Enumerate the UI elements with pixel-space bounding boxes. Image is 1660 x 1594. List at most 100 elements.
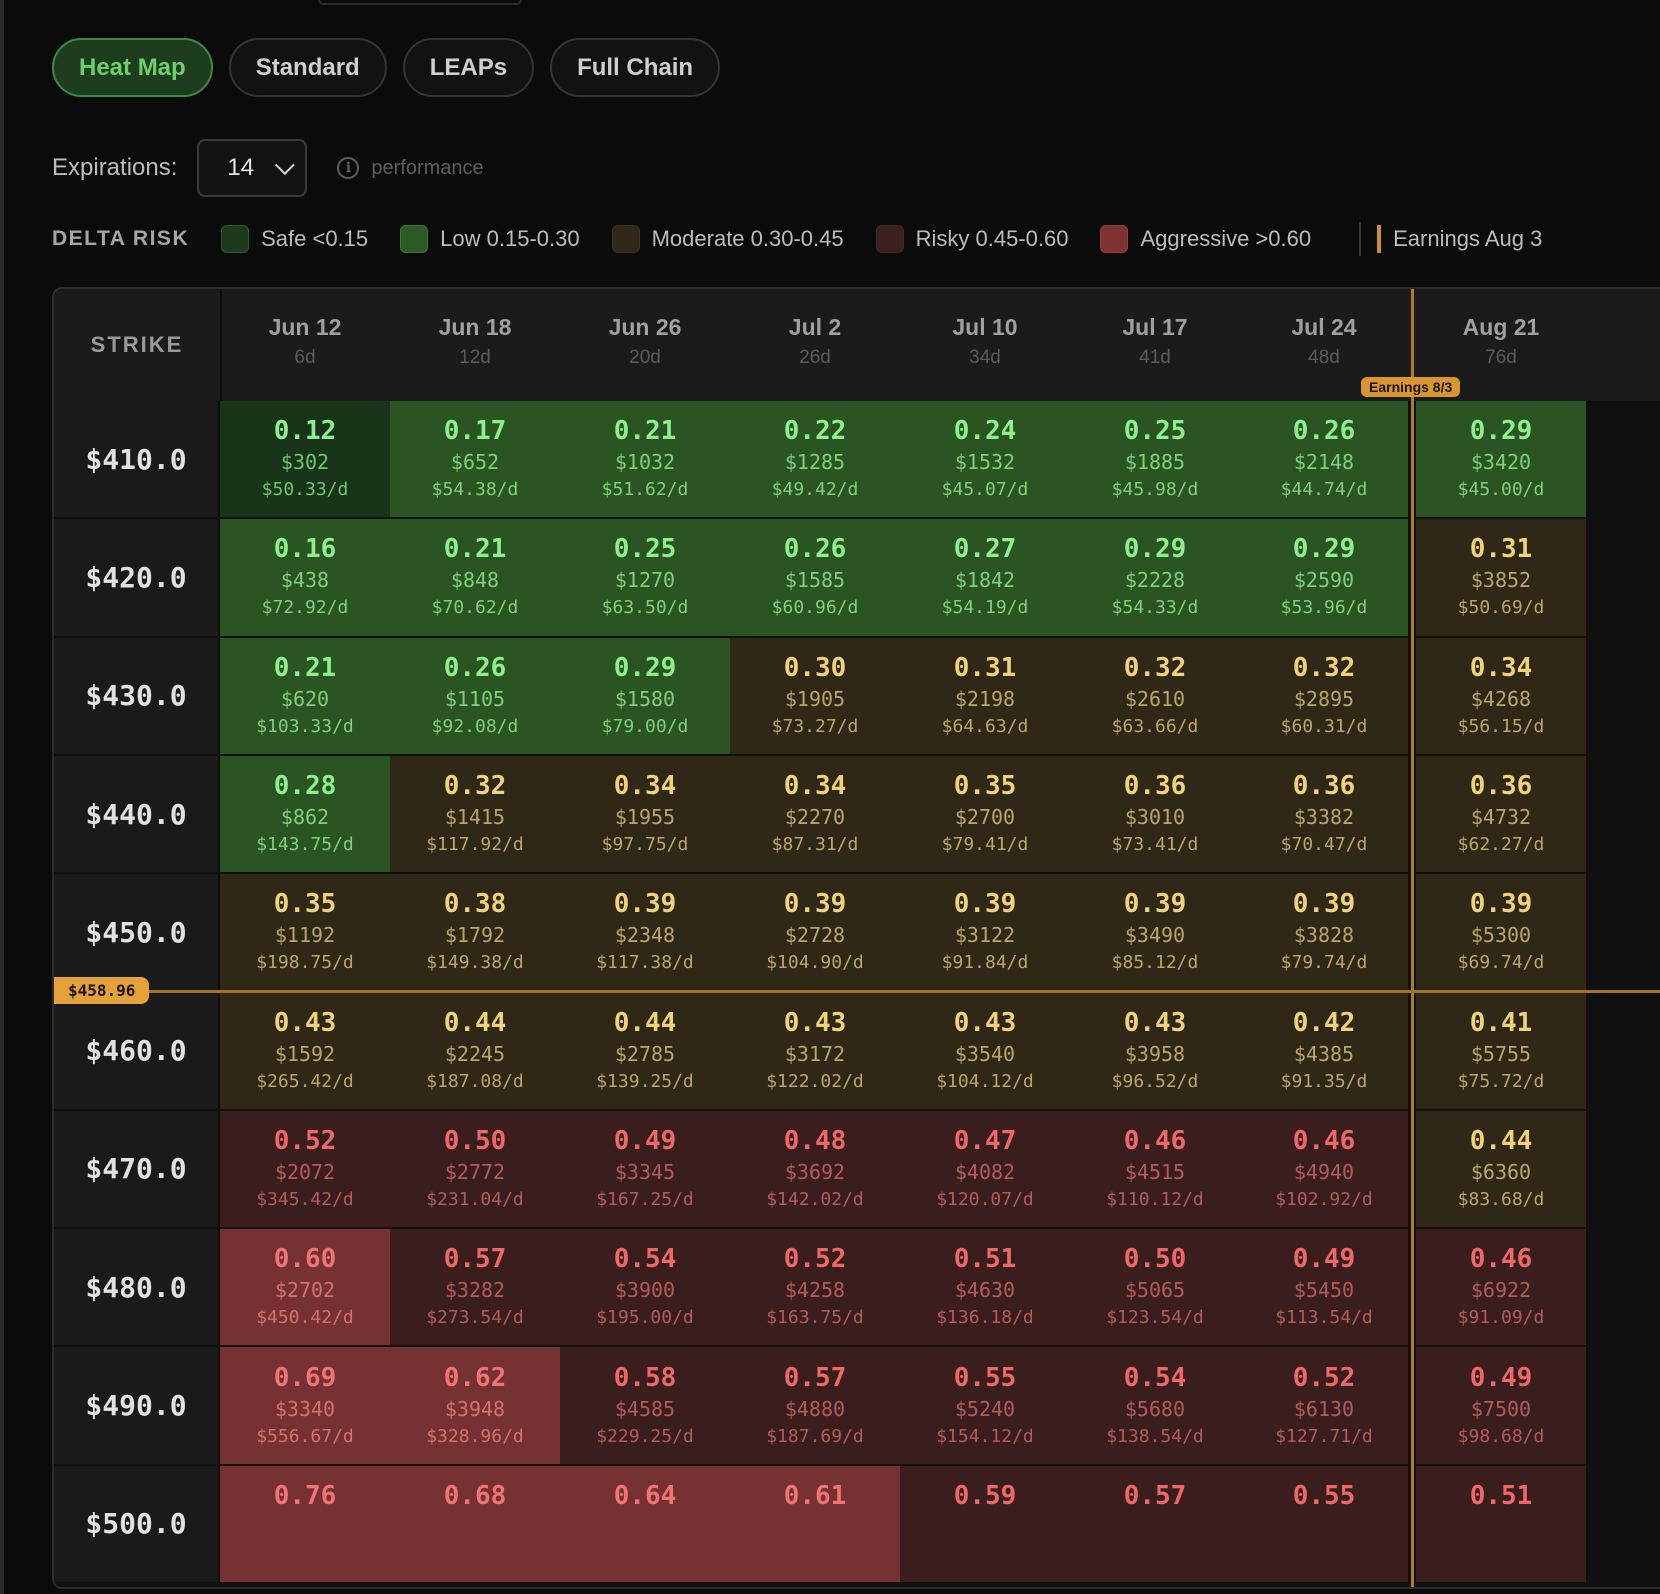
tab-standard[interactable]: Standard [228, 38, 387, 97]
option-cell[interactable]: 0.36 $3382 $70.47/d [1240, 755, 1408, 873]
column-header[interactable]: Jun 18 12d [390, 289, 560, 401]
option-cell[interactable]: 0.12 $302 $50.33/d [220, 401, 390, 518]
option-cell[interactable]: 0.64 [560, 1465, 730, 1582]
column-header[interactable]: Jul 2 26d [730, 289, 900, 401]
option-cell[interactable]: 0.17 $652 $54.38/d [390, 401, 560, 518]
tab-full-chain[interactable]: Full Chain [550, 38, 721, 97]
option-cell[interactable]: 0.36 $3010 $73.41/d [1070, 755, 1240, 873]
option-cell[interactable]: 0.44 $2785 $139.25/d [560, 992, 730, 1109]
option-cell[interactable]: 0.48 $3692 $142.02/d [730, 1110, 900, 1228]
option-cell[interactable]: 0.44 $6360 $83.68/d [1416, 1110, 1586, 1228]
option-cell[interactable]: 0.29 $2590 $53.96/d [1240, 519, 1408, 636]
option-cell[interactable]: 0.49 $7500 $98.68/d [1416, 1347, 1586, 1464]
option-cell[interactable]: 0.24 $1532 $45.07/d [900, 401, 1070, 518]
option-cell[interactable]: 0.28 $862 $143.75/d [220, 755, 390, 873]
option-cell[interactable]: 0.46 $4940 $102.92/d [1240, 1110, 1408, 1228]
column-header[interactable]: Jun 12 6d [220, 289, 390, 401]
option-cell[interactable]: 0.39 $3122 $91.84/d [900, 874, 1070, 991]
option-cell[interactable]: 0.34 $1955 $97.75/d [560, 755, 730, 873]
option-cell[interactable]: 0.39 $3490 $85.12/d [1070, 874, 1240, 991]
option-cell[interactable]: 0.27 $1842 $54.19/d [900, 519, 1070, 636]
option-cell[interactable]: 0.41 $5755 $75.72/d [1416, 992, 1586, 1109]
option-cell[interactable]: 0.26 $1105 $92.08/d [390, 637, 560, 754]
option-cell[interactable]: 0.39 $2728 $104.90/d [730, 874, 900, 991]
tab-heat-map[interactable]: Heat Map [52, 38, 213, 97]
option-cell[interactable]: 0.76 [220, 1465, 390, 1582]
option-cell[interactable]: 0.34 $2270 $87.31/d [730, 755, 900, 873]
column-header[interactable]: Jul 10 34d [900, 289, 1070, 401]
option-cell[interactable]: 0.34 $4268 $56.15/d [1416, 637, 1586, 754]
option-cell[interactable]: 0.44 $2245 $187.08/d [390, 992, 560, 1109]
option-cell[interactable]: 0.29 $3420 $45.00/d [1416, 401, 1586, 518]
option-cell[interactable]: 0.52 $6130 $127.71/d [1240, 1347, 1408, 1464]
option-cell[interactable]: 0.32 $1415 $117.92/d [390, 755, 560, 873]
option-cell[interactable]: 0.25 $1885 $45.98/d [1070, 401, 1240, 518]
option-cell[interactable]: 0.30 $1905 $73.27/d [730, 637, 900, 754]
option-cell[interactable]: 0.32 $2895 $60.31/d [1240, 637, 1408, 754]
performance-info[interactable]: i performance [337, 157, 484, 180]
option-cell[interactable]: 0.51 [1416, 1465, 1586, 1582]
option-cell[interactable]: 0.29 $1580 $79.00/d [560, 637, 730, 754]
option-cell[interactable]: 0.50 $5065 $123.54/d [1070, 1229, 1240, 1346]
option-cell[interactable]: 0.43 $1592 $265.42/d [220, 992, 390, 1109]
option-cell[interactable]: 0.21 $848 $70.62/d [390, 519, 560, 636]
expirations-label: Expirations: [52, 154, 178, 181]
option-cell[interactable]: 0.59 [900, 1465, 1070, 1582]
option-cell[interactable]: 0.46 $6922 $91.09/d [1416, 1229, 1586, 1346]
option-cell[interactable]: 0.35 $2700 $79.41/d [900, 755, 1070, 873]
option-cell[interactable]: 0.57 $3282 $273.54/d [390, 1229, 560, 1346]
option-cell[interactable]: 0.60 $2702 $450.42/d [220, 1229, 390, 1346]
premium-value: $4268 [1470, 686, 1532, 711]
option-cell[interactable]: 0.43 $3172 $122.02/d [730, 992, 900, 1109]
option-cell[interactable]: 0.52 $4258 $163.75/d [730, 1229, 900, 1346]
option-cell[interactable]: 0.57 [1070, 1465, 1240, 1582]
option-cell[interactable]: 0.39 $2348 $117.38/d [560, 874, 730, 991]
tab-leaps[interactable]: LEAPs [402, 38, 535, 97]
option-cell[interactable]: 0.43 $3958 $96.52/d [1070, 992, 1240, 1109]
option-cell[interactable]: 0.55 [1240, 1465, 1408, 1582]
option-cell[interactable]: 0.49 $5450 $113.54/d [1240, 1229, 1408, 1346]
option-cell[interactable]: 0.49 $3345 $167.25/d [560, 1110, 730, 1228]
option-cell[interactable]: 0.31 $3852 $50.69/d [1416, 519, 1586, 636]
option-cell[interactable]: 0.43 $3540 $104.12/d [900, 992, 1070, 1109]
option-cell[interactable]: 0.57 $4880 $187.69/d [730, 1347, 900, 1464]
option-cell[interactable]: 0.26 $2148 $44.74/d [1240, 401, 1408, 518]
option-cell[interactable]: 0.68 [390, 1465, 560, 1582]
option-cell[interactable]: 0.54 $3900 $195.00/d [560, 1229, 730, 1346]
option-cell[interactable]: 0.29 $2228 $54.33/d [1070, 519, 1240, 636]
option-cell[interactable]: 0.21 $1032 $51.62/d [560, 401, 730, 518]
daily-rate: $104.90/d [766, 952, 864, 974]
option-cell[interactable]: 0.16 $438 $72.92/d [220, 519, 390, 636]
option-cell[interactable]: 0.55 $5240 $154.12/d [900, 1347, 1070, 1464]
option-cell[interactable]: 0.69 $3340 $556.67/d [220, 1347, 390, 1464]
option-cell[interactable]: 0.42 $4385 $91.35/d [1240, 992, 1408, 1109]
option-cell[interactable]: 0.35 $1192 $198.75/d [220, 874, 390, 991]
option-cell[interactable]: 0.26 $1585 $60.96/d [730, 519, 900, 636]
column-header[interactable]: Aug 21 76d [1416, 289, 1586, 401]
option-cell[interactable]: 0.50 $2772 $231.04/d [390, 1110, 560, 1228]
option-cell[interactable]: 0.39 $5300 $69.74/d [1416, 874, 1586, 991]
option-cell[interactable]: 0.22 $1285 $49.42/d [730, 401, 900, 518]
column-header[interactable]: Jul 17 41d [1070, 289, 1240, 401]
option-cell[interactable]: 0.32 $2610 $63.66/d [1070, 637, 1240, 754]
option-cell[interactable]: 0.39 $3828 $79.74/d [1240, 874, 1408, 991]
option-cell[interactable]: 0.21 $620 $103.33/d [220, 637, 390, 754]
column-header[interactable]: Jun 26 20d [560, 289, 730, 401]
option-cell[interactable]: 0.51 $4630 $136.18/d [900, 1229, 1070, 1346]
option-cell[interactable]: 0.61 [730, 1465, 900, 1582]
delta-value: 0.32 [443, 771, 507, 802]
option-cell[interactable]: 0.47 $4082 $120.07/d [900, 1110, 1070, 1228]
option-cell[interactable]: 0.52 $2072 $345.42/d [220, 1110, 390, 1228]
expirations-select[interactable]: 14 [197, 139, 308, 197]
column-header[interactable]: Jul 24 48d [1240, 289, 1408, 401]
option-cell[interactable]: 0.25 $1270 $63.50/d [560, 519, 730, 636]
legend-item: Aggressive >0.60 [1100, 225, 1311, 253]
option-cell[interactable]: 0.58 $4585 $229.25/d [560, 1347, 730, 1464]
option-cell[interactable]: 0.31 $2198 $64.63/d [900, 637, 1070, 754]
option-cell[interactable]: 0.62 $3948 $328.96/d [390, 1347, 560, 1464]
option-cell[interactable]: 0.54 $5680 $138.54/d [1070, 1347, 1240, 1464]
option-cell[interactable]: 0.38 $1792 $149.38/d [390, 874, 560, 991]
option-cell[interactable]: 0.46 $4515 $110.12/d [1070, 1110, 1240, 1228]
option-cell[interactable]: 0.36 $4732 $62.27/d [1416, 755, 1586, 873]
daily-rate: $104.12/d [936, 1070, 1034, 1092]
